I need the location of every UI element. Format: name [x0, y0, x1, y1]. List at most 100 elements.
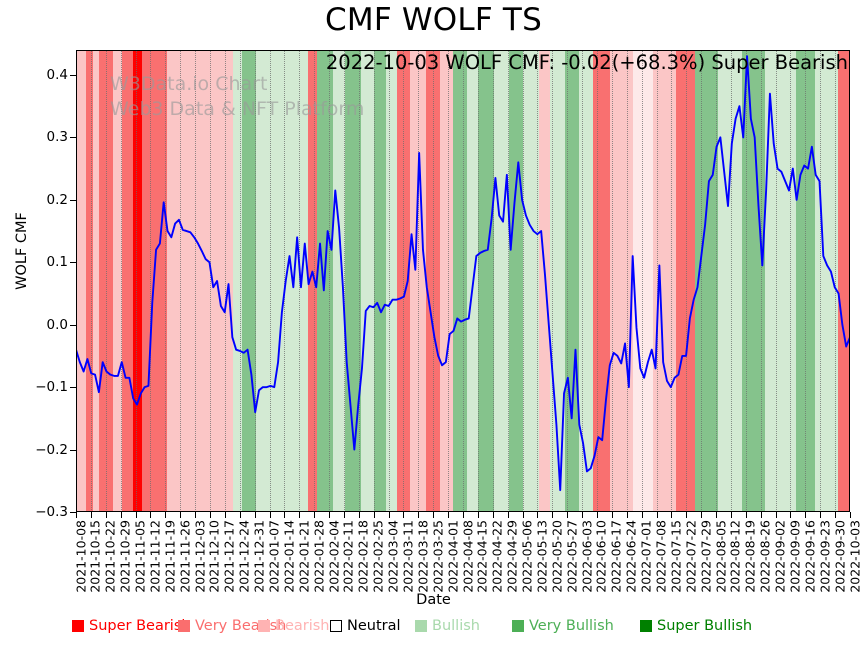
x-tick-label: 2022-02-18: [355, 520, 371, 593]
y-tick-label: −0.1: [35, 379, 68, 396]
gridline: [820, 50, 822, 512]
gridline: [522, 50, 524, 512]
legend-item-bearish[interactable]: Bearish: [258, 618, 330, 634]
band-very_bullish: [741, 50, 766, 512]
gridline: [358, 50, 360, 512]
x-tick-mark: [150, 512, 152, 518]
band-bullish: [233, 50, 243, 512]
x-tick-label: 2022-01-14: [281, 520, 297, 593]
gridline: [716, 50, 718, 512]
x-tick-mark: [730, 512, 732, 518]
x-tick-mark: [656, 512, 658, 518]
gridline: [105, 50, 107, 512]
legend-swatch-icon: [330, 620, 342, 632]
band-bearish: [76, 50, 87, 512]
band-bearish: [167, 50, 213, 512]
band-bearish: [652, 50, 677, 512]
x-tick-mark: [403, 512, 405, 518]
x-tick-mark: [850, 512, 851, 518]
cmf-line-series: [76, 55, 850, 492]
legend-label: Very Bullish: [529, 618, 614, 634]
legend-item-super-bearish[interactable]: Super Bearish: [72, 618, 191, 634]
x-tick-mark: [820, 512, 822, 518]
y-tick-mark: [70, 137, 76, 139]
gridline: [745, 50, 747, 512]
x-tick-mark: [552, 512, 554, 518]
x-tick-mark: [329, 512, 331, 518]
y-tick-label: −0.3: [35, 504, 68, 520]
gridline: [626, 50, 628, 512]
gridline: [671, 50, 673, 512]
y-tick-mark: [70, 262, 76, 264]
page-title: CMF WOLF TS: [325, 2, 542, 38]
band-bearish: [93, 50, 100, 512]
x-tick-label: 2022-06-24: [623, 520, 639, 593]
y-axis-label: WOLF CMF: [14, 212, 30, 290]
x-tick-label: 2022-05-20: [549, 520, 565, 593]
gridline: [641, 50, 643, 512]
legend-item-bullish[interactable]: Bullish: [415, 618, 480, 634]
y-tick-mark: [70, 512, 76, 513]
gridline: [403, 50, 405, 512]
gridline: [775, 50, 777, 512]
gridline: [329, 50, 331, 512]
legend-item-neutral[interactable]: Neutral: [330, 618, 401, 634]
band-very_bearish: [308, 50, 319, 512]
x-tick-mark: [567, 512, 569, 518]
x-tick-mark: [388, 512, 390, 518]
x-tick-label: 2022-04-01: [445, 520, 461, 593]
x-tick-label: 2022-01-28: [311, 520, 327, 593]
x-tick-label: 2022-08-19: [742, 520, 758, 593]
x-tick-mark: [90, 512, 92, 518]
gridline: [477, 50, 479, 512]
y-tick-mark: [70, 324, 76, 326]
band-very_bearish: [838, 50, 850, 512]
y-tick-mark: [70, 449, 76, 451]
x-tick-label: 2022-04-15: [474, 520, 490, 593]
x-tick-mark: [224, 512, 226, 518]
x-tick-mark: [626, 512, 628, 518]
legend-item-super-bullish[interactable]: Super Bullish: [640, 618, 752, 634]
x-tick-mark: [745, 512, 747, 518]
y-tick-label: 0.4: [46, 66, 68, 83]
legend-label: Super Bullish: [657, 618, 753, 634]
x-tick-mark: [790, 512, 792, 518]
band-bullish: [360, 50, 375, 512]
x-tick-label: 2021-10-15: [87, 520, 103, 593]
gridline: [760, 50, 762, 512]
band-very_bullish: [478, 50, 495, 512]
gridline: [537, 50, 539, 512]
x-tick-mark: [433, 512, 435, 518]
y-axis-tickmarks: [70, 50, 76, 513]
x-tick-mark: [641, 512, 643, 518]
x-tick-mark: [805, 512, 807, 518]
gridline: [120, 50, 122, 512]
x-tick-label: 2021-10-29: [117, 520, 133, 593]
y-tick-label: 0.0: [46, 316, 68, 333]
legend-item-very-bullish[interactable]: Very Bullish: [512, 618, 614, 634]
legend-swatch-icon: [415, 620, 427, 632]
x-tick-label: 2021-12-24: [236, 520, 252, 593]
x-tick-label: 2022-03-11: [400, 520, 416, 593]
x-tick-mark: [269, 512, 271, 518]
x-tick-label: 2022-07-08: [653, 520, 669, 593]
gridline: [448, 50, 450, 512]
legend: Super Bearish Very Bearish Bearish Neutral B…: [0, 618, 867, 642]
gridline: [135, 50, 137, 512]
x-tick-label: 2022-09-23: [817, 520, 833, 593]
gridline: [805, 50, 807, 512]
x-tick-mark: [448, 512, 450, 518]
gridline: [582, 50, 584, 512]
x-tick-mark: [373, 512, 375, 518]
x-tick-mark: [671, 512, 673, 518]
band-neutral: [633, 50, 654, 512]
x-tick-mark: [716, 512, 718, 518]
gridline: [90, 50, 92, 512]
x-tick-mark: [105, 512, 107, 518]
x-tick-label: 2022-05-13: [534, 520, 550, 593]
y-tick-label: 0.1: [46, 254, 68, 271]
band-bullish: [332, 50, 346, 512]
gridline: [463, 50, 464, 512]
gridline: [224, 50, 226, 512]
